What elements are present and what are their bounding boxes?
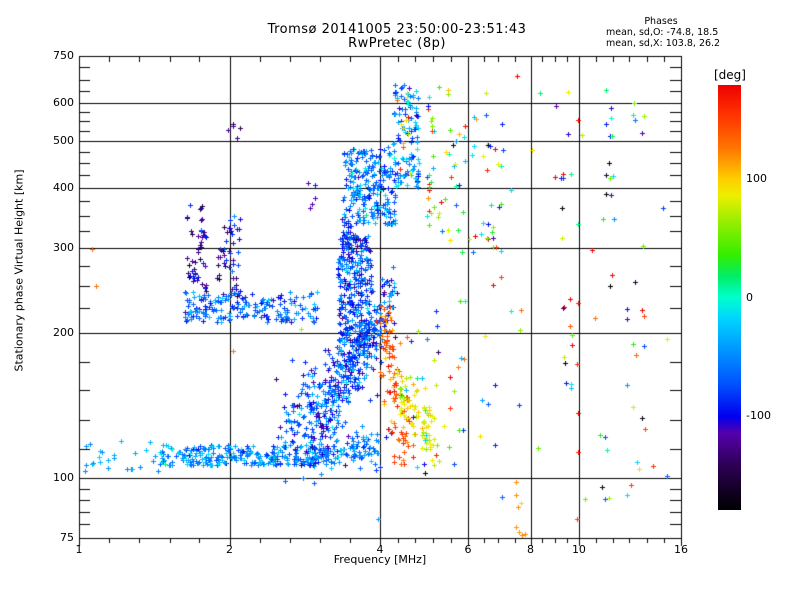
y-tick-label: 400 (53, 180, 74, 194)
colorbar-tick-label: 0 (746, 290, 753, 304)
x-tick-label: 2 (226, 543, 233, 556)
x-axis-label: Frequency [MHz] (333, 553, 427, 566)
x-tick-label: 8 (527, 543, 534, 556)
y-tick-label: 75 (60, 531, 74, 544)
colorbar-tick-label: -100 (746, 408, 771, 422)
phase-stats-block: Phases mean, sd,O: -74.8, 18.5 mean, sd,… (606, 16, 796, 49)
x-tick-label: 1 (75, 543, 83, 556)
y-tick-label: 200 (53, 325, 74, 339)
y-axis-label: Stationary phase Virtual Height [km] (12, 169, 26, 372)
phase-stats-title: Phases (644, 16, 678, 27)
x-tick-label: 6 (464, 543, 472, 556)
x-tick-label: 10 (571, 543, 586, 556)
y-tick-label: 750 (53, 49, 74, 62)
x-tick-label: 16 (674, 543, 688, 556)
y-tick-label: 300 (53, 240, 74, 254)
y-tick-label: 500 (53, 133, 74, 147)
phase-stats-x-mode: mean, sd,X: 103.8, 26.2 (606, 38, 721, 49)
colorbar-unit-label: [deg] (714, 68, 746, 82)
page-title: Tromsø 20141005 23:50:00-23:51:43 (267, 22, 527, 37)
y-tick-label: 600 (53, 95, 74, 109)
colorbar-gradient (718, 85, 741, 510)
colorbar-tick-label: 100 (746, 172, 767, 186)
phase-stats-o-mode: mean, sd,O: -74.8, 18.5 (606, 27, 719, 38)
page-subtitle: RwPretec (8p) (348, 36, 446, 51)
y-tick-label: 100 (53, 470, 74, 484)
x-tick-label: 4 (376, 543, 384, 556)
